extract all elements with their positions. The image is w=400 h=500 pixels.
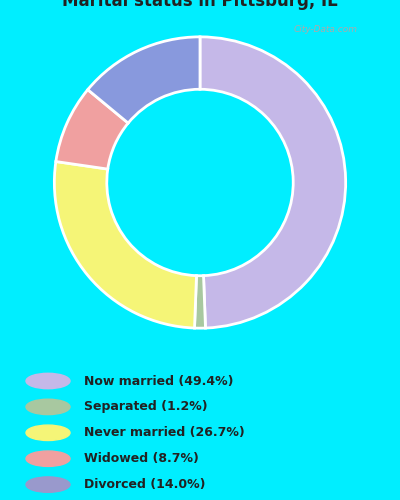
Text: Marital status in Pittsburg, IL: Marital status in Pittsburg, IL <box>62 0 338 10</box>
Wedge shape <box>56 90 128 169</box>
Circle shape <box>26 425 70 440</box>
Wedge shape <box>200 37 346 328</box>
Text: Now married (49.4%): Now married (49.4%) <box>84 374 234 388</box>
Circle shape <box>26 451 70 466</box>
Text: City-Data.com: City-Data.com <box>294 25 358 34</box>
Circle shape <box>26 399 70 414</box>
Text: Divorced (14.0%): Divorced (14.0%) <box>84 478 206 491</box>
Circle shape <box>26 477 70 492</box>
Wedge shape <box>194 276 206 328</box>
Text: Widowed (8.7%): Widowed (8.7%) <box>84 452 199 465</box>
Wedge shape <box>88 37 200 123</box>
Text: Separated (1.2%): Separated (1.2%) <box>84 400 208 413</box>
Wedge shape <box>54 162 196 328</box>
Text: Never married (26.7%): Never married (26.7%) <box>84 426 245 440</box>
Circle shape <box>26 374 70 388</box>
